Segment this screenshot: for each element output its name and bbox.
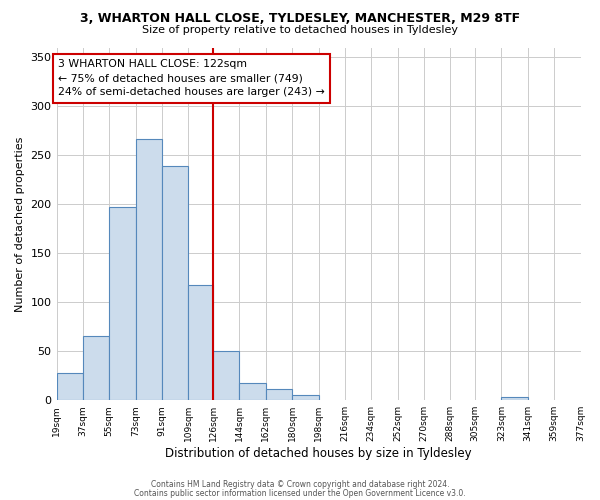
Bar: [266, 390, 292, 400]
Bar: [292, 396, 319, 400]
Bar: [239, 382, 266, 400]
Text: Contains HM Land Registry data © Crown copyright and database right 2024.: Contains HM Land Registry data © Crown c…: [151, 480, 449, 489]
Bar: [109, 207, 136, 400]
Bar: [136, 138, 162, 400]
Text: Size of property relative to detached houses in Tyldesley: Size of property relative to detached ho…: [142, 25, 458, 35]
Text: Contains public sector information licensed under the Open Government Licence v3: Contains public sector information licen…: [134, 489, 466, 498]
Bar: [83, 336, 109, 400]
X-axis label: Distribution of detached houses by size in Tyldesley: Distribution of detached houses by size …: [165, 447, 472, 460]
Bar: [502, 398, 528, 400]
Bar: [162, 166, 188, 400]
Text: 3, WHARTON HALL CLOSE, TYLDESLEY, MANCHESTER, M29 8TF: 3, WHARTON HALL CLOSE, TYLDESLEY, MANCHE…: [80, 12, 520, 26]
Bar: [188, 284, 213, 400]
Text: 3 WHARTON HALL CLOSE: 122sqm
← 75% of detached houses are smaller (749)
24% of s: 3 WHARTON HALL CLOSE: 122sqm ← 75% of de…: [58, 60, 325, 98]
Y-axis label: Number of detached properties: Number of detached properties: [15, 136, 25, 312]
Bar: [213, 351, 239, 400]
Bar: [56, 373, 83, 400]
